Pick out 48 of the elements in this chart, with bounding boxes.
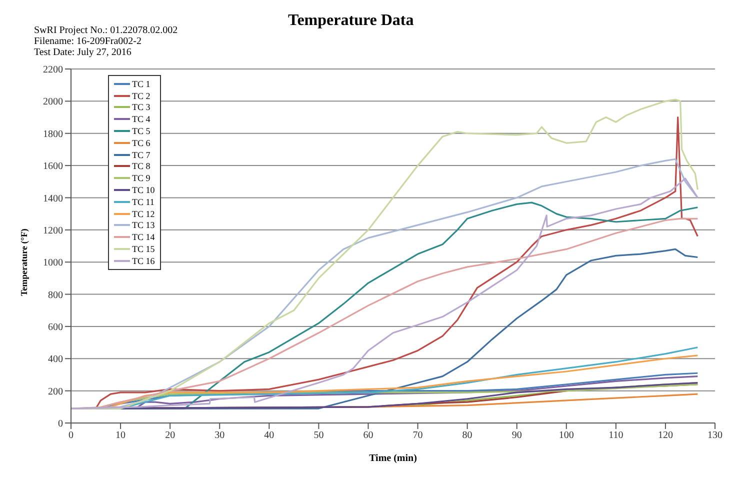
legend-label: TC 11 (132, 196, 154, 207)
legend-label: TC 13 (132, 220, 155, 230)
y-tick-label: 800 (48, 290, 63, 301)
legend-label: TC 6 (132, 138, 150, 148)
text: Test Date: July 27, 2016 (34, 47, 132, 58)
legend-label: TC 9 (132, 173, 150, 184)
legend-label: TC 5 (132, 126, 150, 136)
x-tick-label: 10 (116, 430, 126, 442)
x-tick-label: 20 (165, 430, 176, 442)
y-tick-label: 1600 (43, 161, 63, 172)
legend-label: TC 4 (132, 114, 150, 124)
legend-label: TC 3 (132, 102, 150, 112)
x-tick-label: 30 (214, 430, 225, 442)
y-tick-label: 1400 (43, 193, 63, 204)
y-tick-label: 0 (58, 418, 63, 430)
x-tick-label: 130 (708, 430, 722, 442)
legend-label: TC 7 (132, 150, 150, 160)
text: SwRI Project No.: 01.22078.02.002 (34, 25, 178, 36)
y-tick-label: 600 (48, 322, 63, 334)
x-tick-label: 60 (363, 430, 374, 442)
y-axis-title: Temperature (°F) (19, 228, 30, 296)
x-tick-label: 40 (264, 430, 274, 442)
legend-label: TC 12 (132, 208, 155, 219)
y-tick-label: 1200 (43, 225, 63, 236)
x-tick-label: 50 (314, 430, 324, 442)
legend-label: TC 14 (132, 232, 155, 242)
text: Filename: 16-209Fra002-2 (34, 36, 142, 47)
x-tick-label: 120 (658, 430, 673, 442)
y-tick-label: 1800 (43, 128, 63, 140)
y-tick-label: 400 (48, 354, 63, 366)
legend-label: TC 16 (132, 256, 155, 266)
y-tick-label: 200 (48, 386, 63, 398)
x-tick-label: 110 (608, 430, 624, 442)
x-tick-label: 100 (558, 430, 574, 442)
legend-label: TC 8 (132, 161, 150, 172)
x-tick-label: 80 (462, 430, 472, 442)
chart-title: Temperature Data (288, 12, 414, 30)
legend-label: TC 10 (132, 185, 155, 196)
y-tick-label: 2200 (43, 64, 63, 76)
x-tick-label: 90 (512, 430, 522, 442)
legend-label: TC 1 (132, 78, 150, 89)
legend-label: TC 15 (132, 244, 155, 254)
x-axis-title: Time (min) (369, 453, 417, 464)
x-tick-label: 70 (412, 430, 423, 442)
y-tick-label: 2000 (43, 96, 63, 108)
y-tick-label: 1000 (43, 258, 63, 269)
x-tick-label: 0 (68, 430, 74, 442)
legend-label: TC 2 (132, 90, 150, 101)
